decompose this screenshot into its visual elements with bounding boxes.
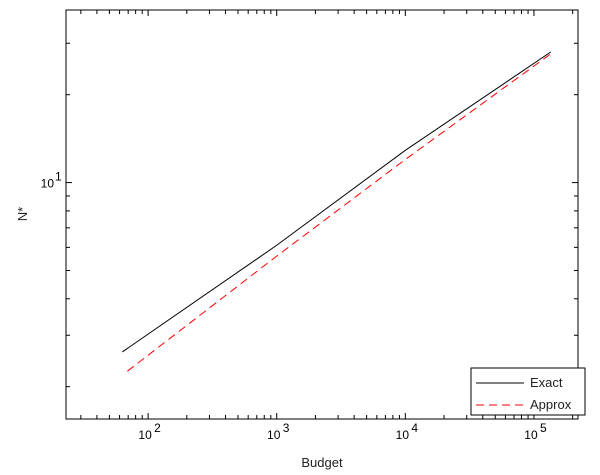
- x-tick-exponent: 2: [154, 421, 161, 435]
- y-tick-exponent: 1: [55, 170, 62, 184]
- legend-box: [470, 367, 586, 416]
- y-tick-label: 10: [41, 177, 55, 191]
- legend: Exact Approx: [470, 367, 586, 416]
- series-line-approx: [127, 53, 552, 372]
- ticks: 10 2 10 3 10 4 10 510 1: [41, 10, 578, 442]
- x-axis-label: Budget: [301, 455, 343, 470]
- x-tick-label: 10: [396, 428, 410, 442]
- legend-label: Approx: [530, 397, 572, 412]
- legend-label: Exact: [530, 375, 563, 390]
- x-tick-label: 10: [524, 428, 538, 442]
- x-tick-exponent: 3: [283, 421, 290, 435]
- x-tick-label: 10: [267, 428, 281, 442]
- plot-area: [65, 9, 579, 420]
- x-tick-exponent: 5: [540, 421, 547, 435]
- series-lines: [122, 51, 552, 372]
- y-axis-label: N*: [15, 207, 30, 221]
- x-tick-exponent: 4: [411, 421, 418, 435]
- x-tick-label: 10: [138, 428, 152, 442]
- series-line-exact: [122, 51, 552, 353]
